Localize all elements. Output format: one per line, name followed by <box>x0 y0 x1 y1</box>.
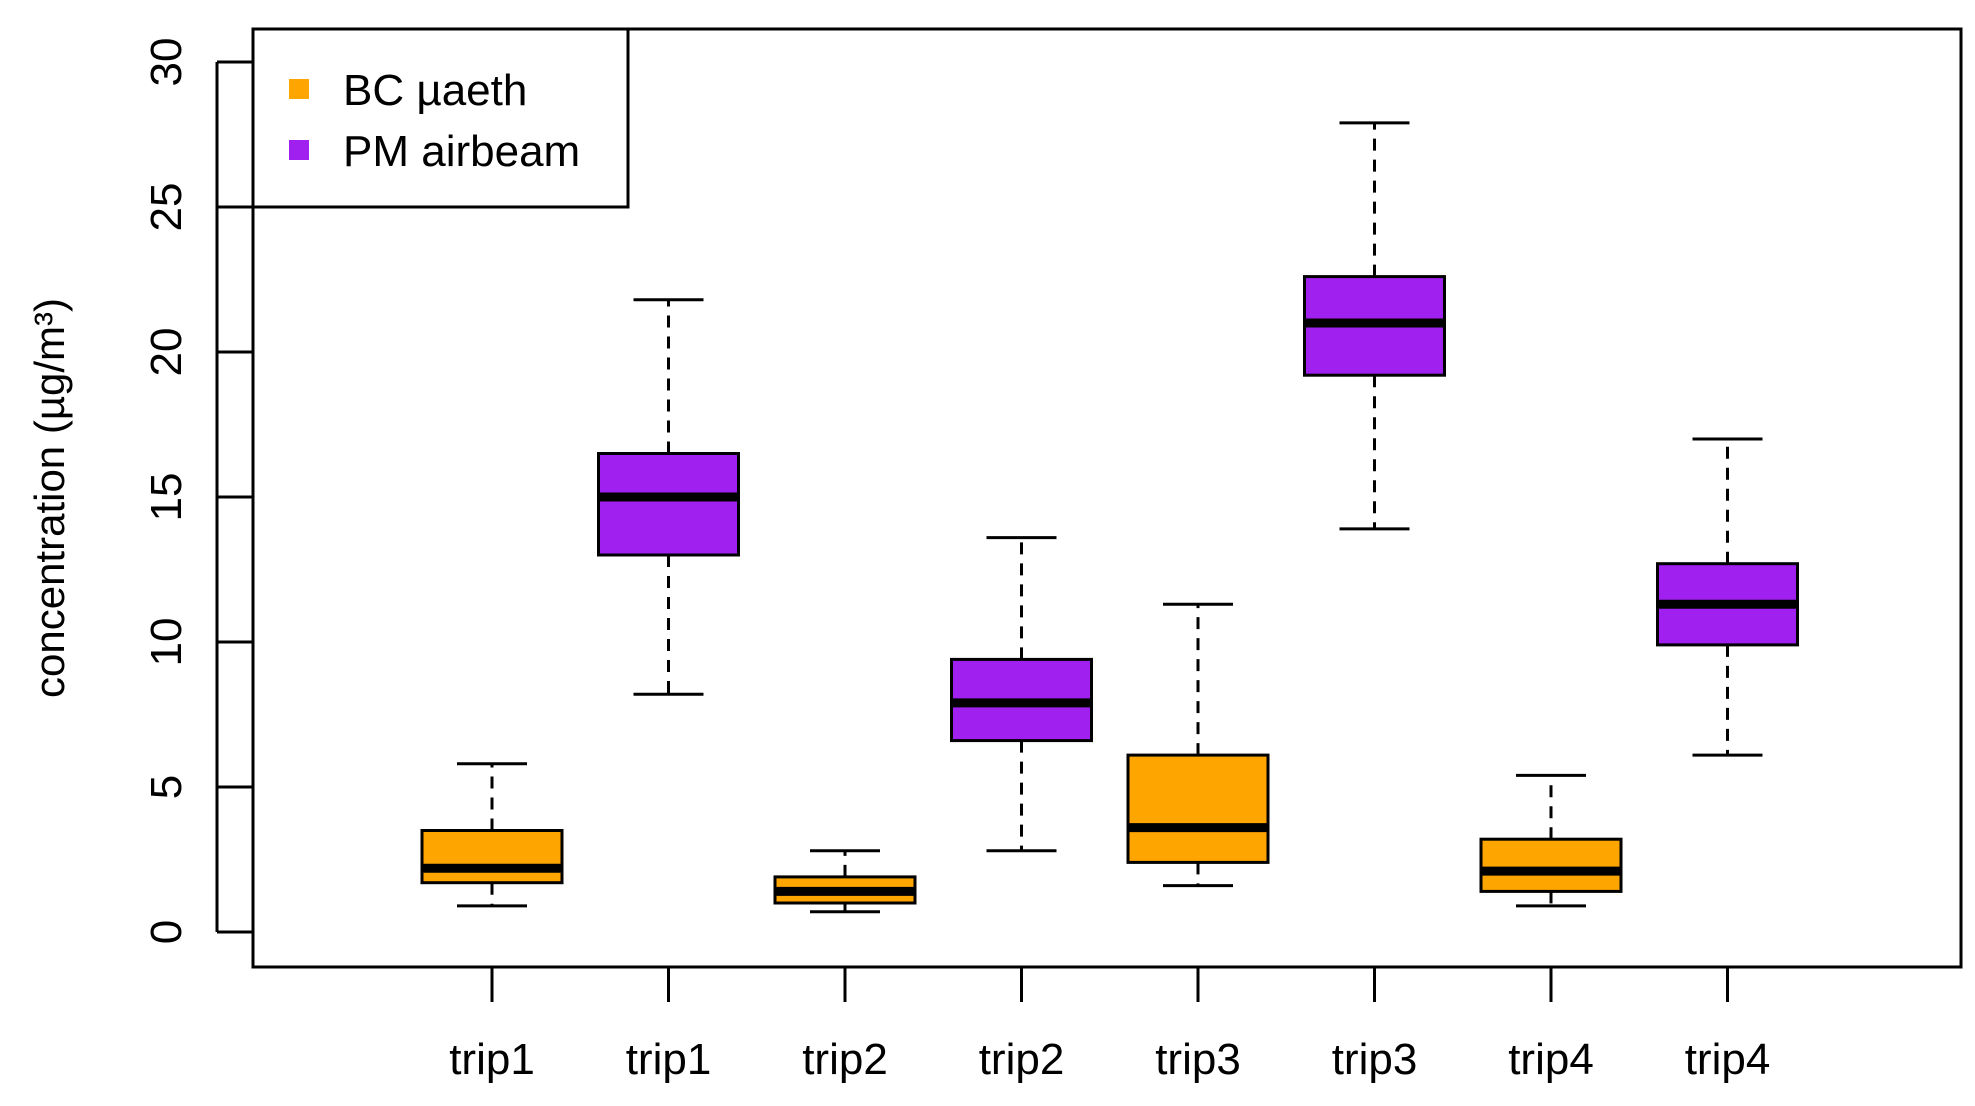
legend: BC µaeth PM airbeam <box>251 27 630 209</box>
y-tick-label: 10 <box>142 618 191 667</box>
y-tick-label: 15 <box>142 473 191 522</box>
box-iqr <box>420 829 564 885</box>
box-iqr <box>597 452 740 557</box>
y-axis: 0 5 10 15 20 25 30 <box>142 38 253 944</box>
x-tick-label: trip2 <box>802 1035 888 1084</box>
box-7 <box>1479 773 1623 908</box>
box-8 <box>1656 437 1799 757</box>
y-tick-label: 5 <box>142 775 191 799</box>
legend-swatch-bc <box>289 79 309 99</box>
legend-box <box>251 27 630 209</box>
x-tick-label: trip4 <box>1508 1035 1594 1084</box>
y-axis-title: concentration (µg/m³) <box>26 298 73 698</box>
boxes-layer <box>420 121 1799 914</box>
box-6 <box>1303 121 1446 531</box>
x-tick-label: trip3 <box>1155 1035 1241 1084</box>
box-4 <box>950 536 1093 853</box>
box-3 <box>773 849 917 914</box>
box-5 <box>1126 602 1270 888</box>
x-tick-label: trip2 <box>979 1035 1065 1084</box>
box-1 <box>420 762 564 908</box>
legend-swatch-pm <box>289 140 309 160</box>
y-tick-label: 25 <box>142 183 191 232</box>
x-axis: trip1 trip1 trip2 trip2 trip3 trip3 trip4 trip4 <box>449 967 1770 1084</box>
x-tick-label: trip1 <box>449 1035 535 1084</box>
box-2 <box>597 298 740 696</box>
box-iqr <box>1479 837 1623 893</box>
box-iqr <box>1126 753 1270 864</box>
x-tick-label: trip3 <box>1332 1035 1418 1084</box>
y-tick-label: 20 <box>142 328 191 377</box>
x-tick-label: trip4 <box>1685 1035 1771 1084</box>
legend-label-bc: BC µaeth <box>343 66 527 115</box>
legend-label-pm: PM airbeam <box>343 127 580 176</box>
y-tick-label: 0 <box>142 920 191 944</box>
x-tick-label: trip1 <box>626 1035 712 1084</box>
y-tick-label: 30 <box>142 38 191 87</box>
